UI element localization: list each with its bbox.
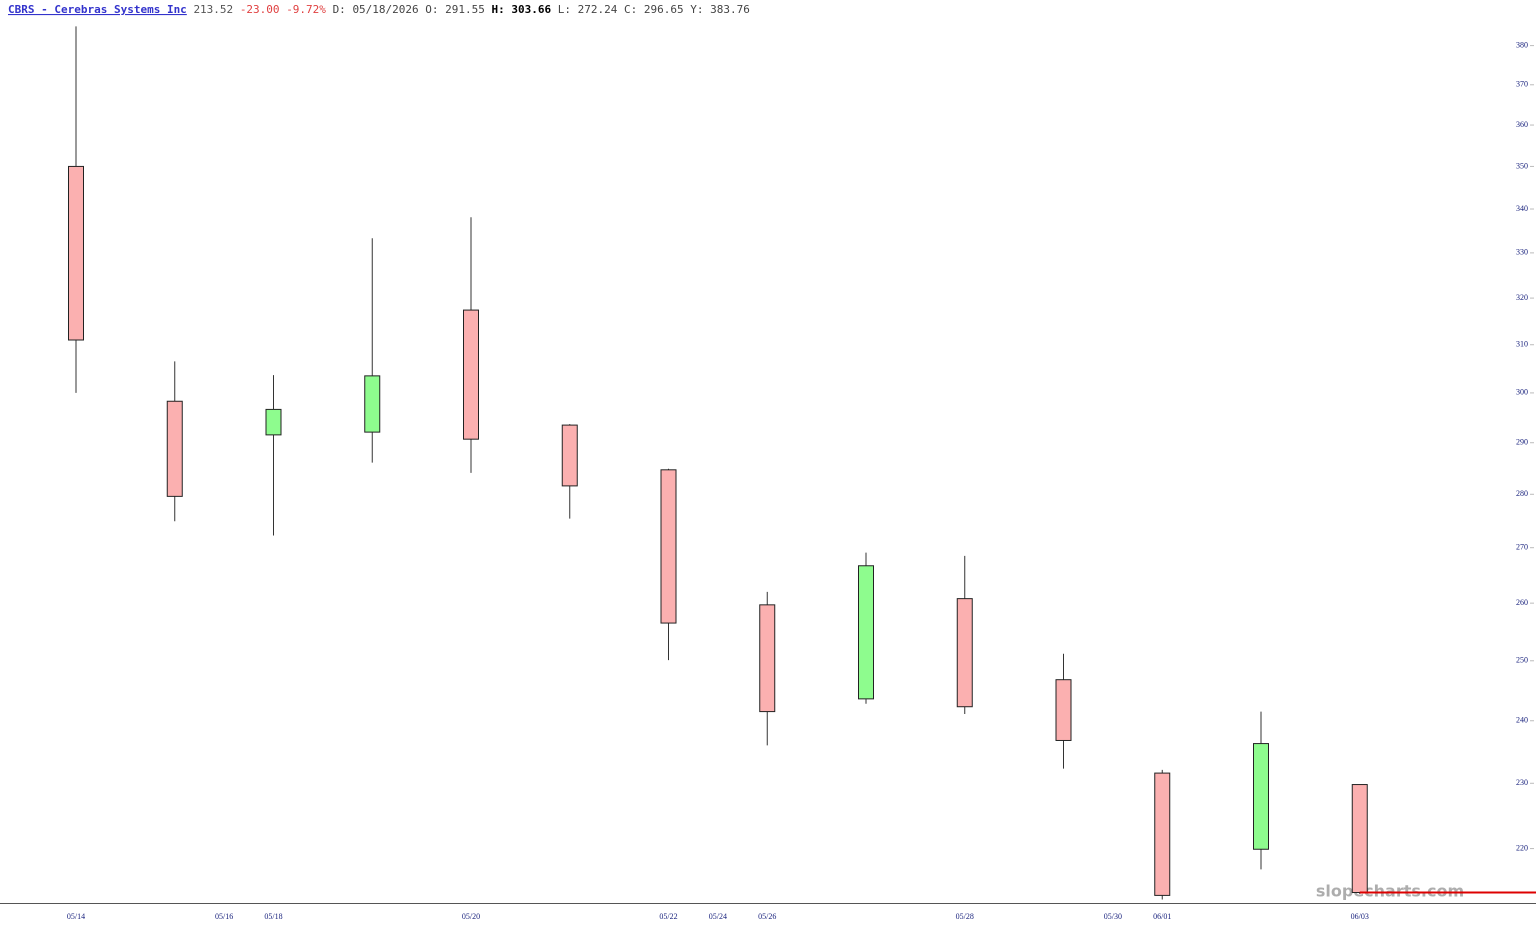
date: 05/18/2026 [352, 3, 418, 16]
y-tick-label: 290 [1516, 438, 1528, 447]
candle-body [463, 309, 479, 440]
y-tick-label: 300 [1516, 388, 1528, 397]
candle-body [68, 165, 84, 341]
x-tick-label: 05/18 [264, 912, 282, 921]
y-tick-label: 350 [1516, 161, 1528, 170]
x-tick-label: 05/16 [215, 912, 233, 921]
high-label: H: [492, 3, 505, 16]
x-tick-label: 06/03 [1351, 912, 1369, 921]
y-tick-label: 270 [1516, 543, 1528, 552]
candle-body [1253, 743, 1269, 850]
open-value: 291.55 [445, 3, 485, 16]
y-tick-label: 280 [1516, 489, 1528, 498]
watermark: slopecharts.com [1316, 882, 1464, 901]
y-tick-label: 360 [1516, 120, 1528, 129]
change-pct: -9.72% [286, 3, 326, 16]
x-tick-label: 05/22 [659, 912, 677, 921]
y-tick-label: 220 [1516, 843, 1528, 852]
candle-body [660, 469, 677, 624]
x-tick-label: 05/30 [1104, 912, 1122, 921]
y-tick-label: 310 [1516, 340, 1528, 349]
candle-body [956, 598, 973, 708]
candle-body [1351, 784, 1368, 894]
x-tick-label: 06/01 [1153, 912, 1171, 921]
change: -23.00 [240, 3, 280, 16]
close-value: 296.65 [644, 3, 684, 16]
y-tick-label: 260 [1516, 598, 1528, 607]
x-tick-label: 05/14 [67, 912, 85, 921]
x-tick-label: 05/20 [462, 912, 480, 921]
low-value: 272.24 [578, 3, 618, 16]
symbol-link[interactable]: CBRS - Cerebras Systems Inc [8, 3, 187, 16]
x-tick-label: 05/24 [709, 912, 727, 921]
y-tick-label: 330 [1516, 248, 1528, 257]
y-tick-label: 370 [1516, 80, 1528, 89]
candle-body [1154, 772, 1171, 896]
candle-body [858, 565, 874, 700]
close-label: C: [624, 3, 637, 16]
high-value: 303.66 [511, 3, 551, 16]
low-label: L: [558, 3, 571, 16]
candle-body [561, 424, 578, 487]
x-tick-label: 05/26 [758, 912, 776, 921]
y-label: Y: [690, 3, 703, 16]
header-text: CBRS - Cerebras Systems Inc 213.52 -23.0… [8, 3, 750, 16]
open-label: O: [425, 3, 438, 16]
y-tick-label: 340 [1516, 204, 1528, 213]
y-tick-label: 250 [1516, 656, 1528, 665]
header: CBRS - Cerebras Systems Inc 213.52 -23.0… [8, 3, 750, 16]
date-label: D: [333, 3, 346, 16]
y-tick-label: 230 [1516, 778, 1528, 787]
candle-body [166, 400, 183, 497]
x-tick-label: 05/28 [956, 912, 974, 921]
y-value: 383.76 [710, 3, 750, 16]
candle-body [265, 408, 282, 436]
y-tick-label: 320 [1516, 293, 1528, 302]
y-tick-label: 380 [1516, 40, 1528, 49]
y-tick-label: 240 [1516, 716, 1528, 725]
candle-body [364, 375, 381, 433]
candle-body [1055, 679, 1072, 741]
candle-body [759, 604, 776, 713]
last-price: 213.52 [193, 3, 233, 16]
